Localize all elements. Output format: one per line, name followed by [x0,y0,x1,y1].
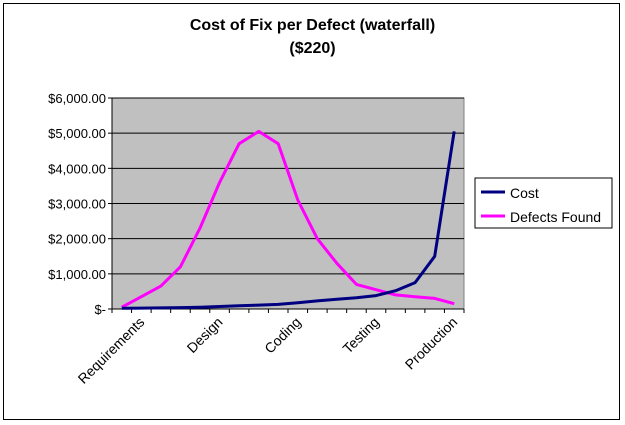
legend-label-cost: Cost [510,185,539,201]
x-tick-label: Requirements [75,314,148,387]
y-tick-label: $1,000.00 [48,267,106,282]
y-tick-label: $2,000.00 [48,232,106,247]
series-line-defects-found [121,129,455,309]
chart-title: Cost of Fix per Defect (waterfall) [189,17,436,34]
y-tick-label: $4,000.00 [48,161,106,176]
legend: Cost Defects Found [474,177,613,229]
x-tick-label: Coding [261,314,304,357]
legend-label-defects-found: Defects Found [510,209,601,225]
y-tick-label: $- [94,302,106,317]
x-tick-label: Design [184,314,226,356]
series-line-cost [121,131,456,310]
legend-box [474,177,613,229]
y-tick-label: $3,000.00 [48,197,106,212]
x-axis: Requirements Design Coding Testing Productio… [75,308,465,387]
gridlines [112,97,464,275]
y-axis: $- $1,000.00 $2,000.00 $3,000.00 $4,000.00 $5… [48,91,113,317]
y-tick-label: $6,000.00 [48,91,106,106]
y-tick-label: $5,000.00 [48,126,106,141]
series-lines [121,129,456,310]
x-tick-label: Production [402,314,461,373]
chart-subtitle: ($220) [289,40,336,57]
x-tick-label: Testing [339,314,382,357]
